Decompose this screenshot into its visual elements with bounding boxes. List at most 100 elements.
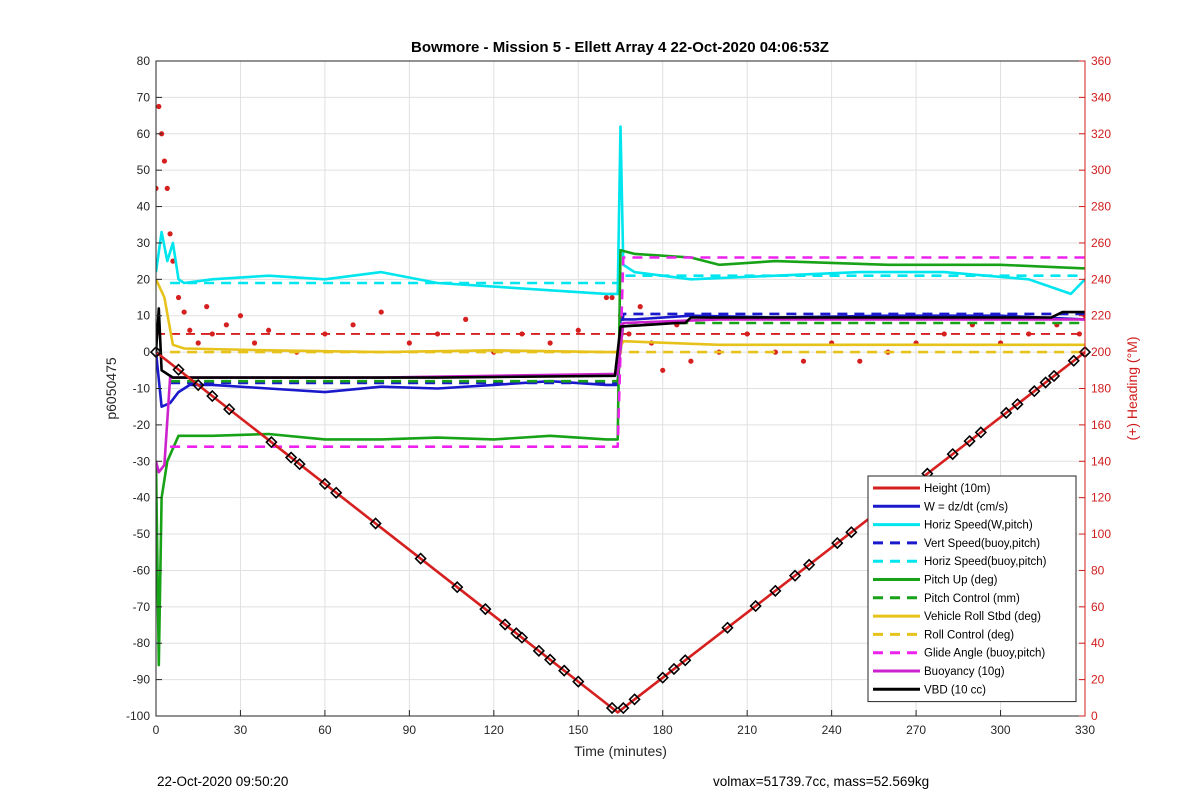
depth-marker: [330, 486, 343, 499]
depth-marker: [963, 434, 976, 448]
heading-point: [209, 331, 215, 337]
x-tick-label: 0: [153, 723, 160, 737]
depth-marker: [515, 631, 529, 644]
depth-marker: [831, 536, 844, 550]
y-tick-label: 30: [137, 236, 151, 250]
heading-point: [637, 304, 643, 310]
legend-entry: Horiz Speed(W,pitch): [924, 520, 1033, 532]
depth-marker: [1011, 398, 1024, 411]
x-tick-label: 270: [906, 723, 926, 737]
y-tick-label: -70: [133, 600, 151, 614]
y-right-tick-label: 300: [1091, 163, 1111, 177]
depth-marker: [788, 569, 802, 582]
depth-marker: [749, 599, 762, 613]
y-tick-label: 10: [137, 309, 151, 323]
y-axis-right-label: (+) Heading (°M): [1124, 336, 1140, 440]
legend-entry: Glide Angle (buoy,pitch): [924, 648, 1045, 660]
y-tick-label: -10: [133, 382, 151, 396]
y-right-tick-label: 360: [1091, 54, 1111, 68]
depth-marker: [558, 664, 571, 677]
legend-box: [867, 475, 1077, 703]
y-tick-label: 0: [143, 345, 150, 359]
heading-point: [609, 294, 615, 301]
y-right-tick-label: 80: [1091, 563, 1105, 577]
depth-marker: [318, 477, 332, 491]
depth-marker: [510, 627, 523, 640]
depth-marker: [802, 558, 816, 571]
depth-marker: [1067, 354, 1080, 367]
series-line-10: [170, 256, 1085, 449]
heading-point: [688, 358, 694, 364]
heading-point: [603, 294, 610, 301]
heading-point: [857, 358, 863, 364]
axes: 0 30 60 90 120 150 180 210 240 270 300 330-100-90-8…: [126, 54, 1111, 737]
heading-point: [187, 327, 193, 333]
heading-point: [378, 309, 384, 315]
depth-marker: [192, 378, 205, 392]
depth-marker: [617, 701, 630, 715]
y-tick-label: 40: [137, 200, 151, 214]
heading-point: [223, 322, 229, 328]
x-tick-label: 180: [653, 723, 673, 737]
series-line-5: [170, 274, 1085, 285]
depth-marker: [206, 389, 219, 403]
series-line-1: [156, 351, 1085, 714]
y-tick-label: -90: [133, 673, 151, 687]
y-right-tick-label: 140: [1091, 454, 1111, 468]
y-right-tick-label: 120: [1091, 491, 1111, 505]
heading-point: [434, 331, 441, 337]
depth-marker: [293, 458, 306, 471]
y-tick-label: 80: [137, 54, 151, 68]
y-tick-label: -20: [133, 418, 151, 432]
legend-entry: W = dz/dt (cm/s): [924, 501, 1008, 513]
legend: Height (10m) W = dz/dt (cm/s) Horiz Speed(…: [867, 475, 1077, 703]
depth-marker: [572, 675, 585, 688]
depth-marker: [721, 621, 734, 634]
volume-mass-annotation: volmax=51739.7cc, mass=52.569kg: [713, 774, 930, 789]
x-tick-label: 330: [1075, 723, 1095, 737]
legend-entry: Vehicle Roll Stbd (deg): [924, 611, 1041, 623]
heading-point: [941, 331, 947, 337]
depth-marker: [1028, 385, 1041, 398]
depth-marker: [543, 653, 557, 666]
depth-marker: [1039, 376, 1052, 389]
legend-entry: VBD (10 cc): [924, 684, 986, 696]
y-right-tick-label: 340: [1091, 90, 1111, 104]
x-tick-label: 90: [403, 723, 417, 737]
x-tick-label: 240: [822, 723, 842, 737]
legend-entry: Horiz Speed(buoy,pitch): [924, 556, 1047, 568]
y-tick-label: -50: [133, 527, 151, 541]
y-right-tick-label: 0: [1091, 709, 1098, 723]
heading-point: [322, 331, 328, 337]
heading-point: [1076, 331, 1082, 337]
depth-marker: [414, 552, 427, 565]
depth-marker: [769, 584, 782, 597]
y-right-tick-label: 220: [1091, 309, 1111, 323]
x-tick-label: 120: [484, 723, 504, 737]
legend-entry: Pitch Up (deg): [924, 575, 998, 587]
depth-marker: [223, 403, 236, 416]
heading-point: [744, 331, 750, 337]
y-tick-label: 60: [137, 127, 151, 141]
heading-point: [800, 358, 807, 364]
legend-entry: Buoyancy (10g): [924, 666, 1005, 678]
depth-marker: [656, 671, 669, 684]
legend-entry: Vert Speed(buoy,pitch): [924, 538, 1040, 550]
depth-marker: [946, 447, 959, 461]
y-right-tick-label: 160: [1091, 418, 1111, 432]
heading-point: [156, 103, 162, 110]
x-tick-label: 300: [991, 723, 1011, 737]
y-tick-label: 70: [137, 90, 151, 104]
y-tick-label: 50: [137, 163, 151, 177]
y-right-tick-label: 180: [1091, 382, 1111, 396]
y-axis-label: p6050475: [103, 357, 119, 420]
depth-marker: [605, 701, 619, 715]
series-layer: [156, 103, 1085, 714]
y-tick-label: -40: [133, 491, 151, 505]
depth-marker: [479, 602, 492, 616]
heading-point: [251, 340, 258, 346]
timestamp-annotation: 22-Oct-2020 09:50:20: [157, 774, 289, 789]
depth-marker: [845, 526, 858, 539]
y-right-tick-label: 280: [1091, 200, 1111, 214]
